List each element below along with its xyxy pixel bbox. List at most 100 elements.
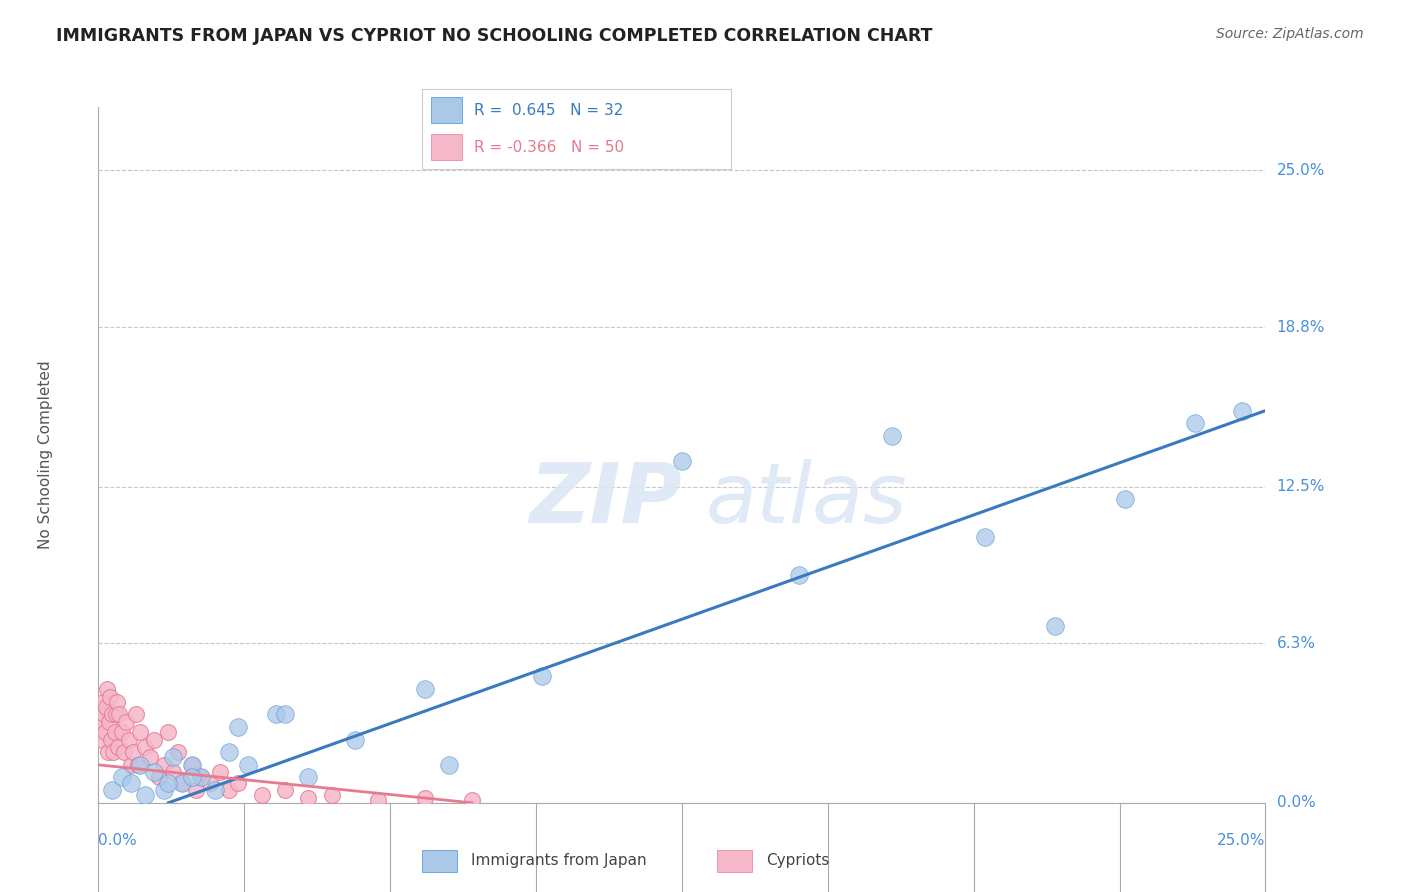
- Point: [162, 750, 184, 764]
- Point: [974, 530, 997, 544]
- Point: [190, 771, 212, 785]
- Point: [218, 783, 240, 797]
- Point: [118, 732, 141, 747]
- Point: [157, 725, 180, 739]
- Text: Cypriots: Cypriots: [766, 854, 830, 868]
- Point: [98, 690, 121, 704]
- Point: [162, 765, 184, 780]
- Point: [787, 568, 810, 582]
- Point: [367, 793, 389, 807]
- Point: [111, 771, 134, 785]
- Bar: [432, 134, 463, 160]
- Point: [228, 720, 250, 734]
- Text: No Schooling Completed: No Schooling Completed: [38, 360, 53, 549]
- Point: [297, 771, 319, 785]
- Text: 25.0%: 25.0%: [1277, 163, 1324, 178]
- Point: [148, 771, 170, 785]
- Point: [94, 725, 117, 739]
- Point: [107, 740, 129, 755]
- Point: [671, 454, 693, 468]
- Point: [274, 707, 297, 722]
- Point: [143, 732, 166, 747]
- Point: [96, 681, 118, 696]
- Point: [180, 757, 202, 772]
- Point: [90, 714, 112, 729]
- Point: [105, 695, 128, 709]
- Text: IMMIGRANTS FROM JAPAN VS CYPRIOT NO SCHOOLING COMPLETED CORRELATION CHART: IMMIGRANTS FROM JAPAN VS CYPRIOT NO SCHO…: [56, 27, 932, 45]
- Point: [250, 788, 273, 802]
- Point: [297, 790, 319, 805]
- Point: [208, 765, 231, 780]
- Point: [1114, 492, 1136, 507]
- Point: [104, 725, 127, 739]
- Point: [111, 725, 134, 739]
- Text: ZIP: ZIP: [529, 458, 682, 540]
- Point: [129, 725, 152, 739]
- Point: [91, 732, 114, 747]
- Point: [228, 775, 250, 789]
- Point: [112, 745, 135, 759]
- Text: 0.0%: 0.0%: [1277, 796, 1315, 810]
- Point: [880, 429, 903, 443]
- Point: [101, 783, 124, 797]
- Point: [139, 750, 162, 764]
- Point: [134, 740, 156, 755]
- Point: [200, 775, 222, 789]
- Point: [1184, 417, 1206, 431]
- Point: [129, 757, 152, 772]
- Point: [321, 788, 343, 802]
- Text: R = -0.366   N = 50: R = -0.366 N = 50: [474, 139, 624, 154]
- Text: 0.0%: 0.0%: [98, 833, 138, 848]
- Point: [100, 732, 122, 747]
- Point: [172, 775, 194, 789]
- Point: [180, 771, 202, 785]
- Point: [152, 757, 174, 772]
- Text: 25.0%: 25.0%: [1218, 833, 1265, 848]
- Point: [143, 765, 166, 780]
- Point: [120, 757, 142, 772]
- Point: [530, 669, 553, 683]
- Point: [344, 732, 367, 747]
- Point: [1230, 403, 1253, 417]
- Point: [97, 745, 120, 759]
- Bar: [422, 849, 457, 872]
- Text: R =  0.645   N = 32: R = 0.645 N = 32: [474, 103, 624, 118]
- Point: [101, 707, 124, 722]
- Point: [127, 757, 149, 772]
- Point: [94, 699, 117, 714]
- Point: [91, 695, 114, 709]
- Point: [413, 681, 436, 696]
- Point: [461, 793, 484, 807]
- Point: [1045, 618, 1067, 632]
- Point: [204, 783, 226, 797]
- Point: [218, 745, 240, 759]
- Point: [413, 790, 436, 805]
- Point: [115, 714, 138, 729]
- Text: 18.8%: 18.8%: [1277, 319, 1324, 334]
- Point: [157, 775, 180, 789]
- Point: [437, 757, 460, 772]
- Point: [274, 783, 297, 797]
- Text: Source: ZipAtlas.com: Source: ZipAtlas.com: [1216, 27, 1364, 41]
- Text: Immigrants from Japan: Immigrants from Japan: [471, 854, 647, 868]
- Text: 12.5%: 12.5%: [1277, 479, 1324, 494]
- Point: [125, 707, 148, 722]
- Point: [120, 775, 142, 789]
- Point: [105, 707, 128, 722]
- Point: [108, 707, 131, 722]
- Point: [186, 783, 208, 797]
- Point: [152, 783, 174, 797]
- Point: [134, 788, 156, 802]
- Bar: [432, 97, 463, 123]
- Point: [190, 771, 212, 785]
- Point: [236, 757, 259, 772]
- Point: [180, 757, 202, 772]
- Text: 6.3%: 6.3%: [1277, 636, 1316, 651]
- Point: [166, 745, 188, 759]
- Bar: [717, 849, 752, 872]
- Text: atlas: atlas: [706, 458, 907, 540]
- Point: [172, 775, 194, 789]
- Point: [264, 707, 287, 722]
- Point: [93, 707, 115, 722]
- Point: [103, 745, 125, 759]
